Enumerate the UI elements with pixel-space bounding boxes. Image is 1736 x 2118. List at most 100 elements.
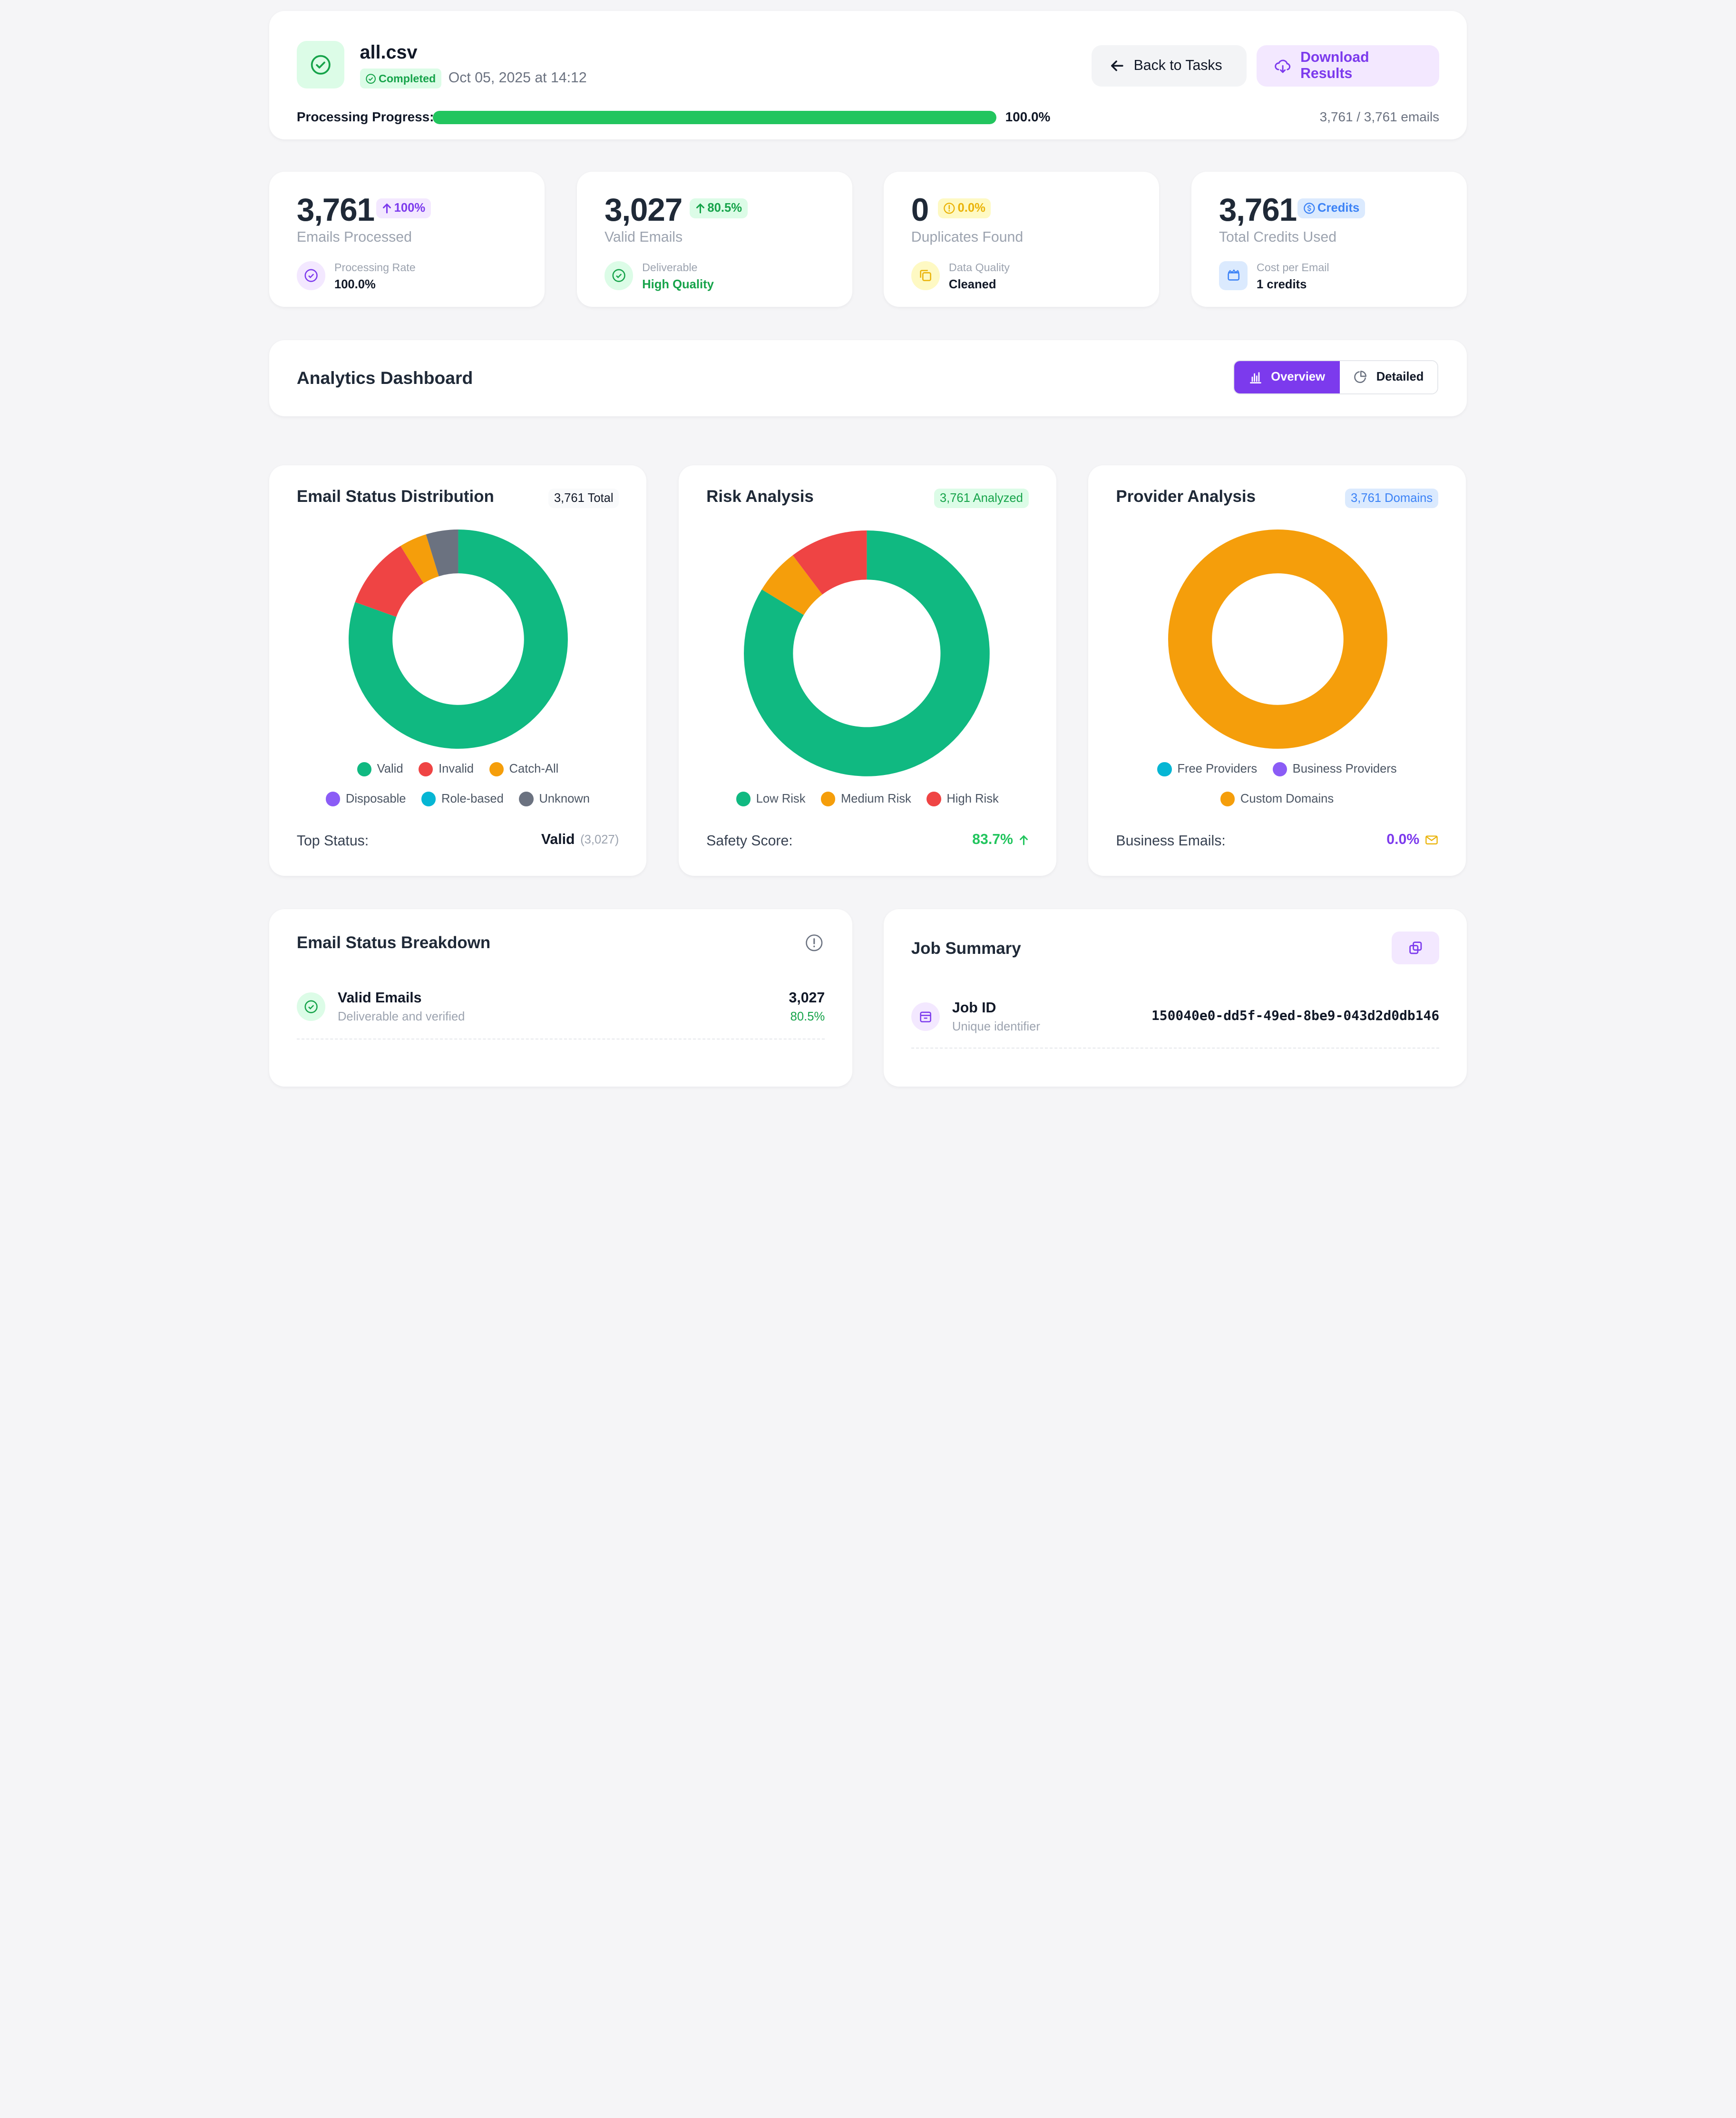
legend-label: Free Providers: [1177, 762, 1258, 776]
download-results-label: Download Results: [1300, 49, 1369, 82]
chart-legend: Free Providers Business Providers: [1088, 762, 1466, 776]
job-row-subtitle: Unique identifier: [952, 1020, 1040, 1033]
donut-slice-custom-domains[interactable]: [1168, 529, 1387, 749]
safety-score-label: Safety Score:: [706, 833, 793, 849]
chart-title: Email Status Distribution: [296, 487, 494, 506]
chart-legend: Custom Domains: [1088, 792, 1466, 806]
legend-item: Custom Domains: [1220, 792, 1334, 806]
view-toggle: Overview Detailed: [1233, 360, 1438, 394]
calendar-icon: [911, 1002, 940, 1031]
breakdown-row-title: Valid Emails: [337, 990, 422, 1006]
copy-icon: [1409, 941, 1422, 954]
top-status-name: Valid: [541, 832, 575, 848]
stat-card-duplicates: 0 0.0% Duplicates Found Data Quality Cle…: [883, 171, 1160, 307]
donut-slice-low-risk[interactable]: [744, 530, 990, 776]
legend-item: Valid: [357, 762, 403, 776]
tab-detailed[interactable]: Detailed: [1339, 361, 1437, 393]
legend-label: Role-based: [441, 792, 504, 805]
tab-overview[interactable]: Overview: [1234, 361, 1340, 393]
legend-swatch: [927, 792, 941, 806]
stat-card-credits: 3,761 Credits Total Credits Used Cost pe…: [1191, 171, 1467, 307]
donut-slice-medium-risk[interactable]: [761, 555, 823, 615]
legend-label: Valid: [377, 762, 403, 776]
provider-chart-card: Provider Analysis 3,761 Domains Free Pro…: [1088, 465, 1466, 876]
file-name: all.csv: [360, 42, 418, 63]
stat-value: 3,761: [1219, 192, 1297, 228]
legend-label: Unknown: [539, 792, 590, 805]
arrow-up-icon: [696, 203, 704, 214]
donut-slice-valid[interactable]: [349, 529, 568, 749]
stat-card-emails-processed: 3,761 100% Emails Processed Processing R…: [269, 171, 545, 307]
check-circle-icon: [296, 261, 326, 290]
status-donut-chart: [349, 529, 568, 749]
stat-sub-value: Cleaned: [948, 278, 996, 292]
legend-swatch: [357, 762, 371, 776]
check-circle-icon: [296, 992, 326, 1021]
stat-value: 3,761: [296, 192, 375, 228]
legend-swatch: [421, 792, 436, 806]
chart-legend: Low Risk Medium Risk High Risk: [679, 792, 1056, 806]
legend-label: Catch-All: [509, 762, 559, 776]
legend-label: Invalid: [439, 762, 474, 776]
section-title: Email Status Breakdown: [296, 933, 491, 952]
chart-legend: Valid Invalid Catch-All: [269, 762, 647, 776]
top-status-count: (3,027): [580, 833, 619, 846]
legend-item: Catch-All: [489, 762, 559, 776]
donut-slice-invalid[interactable]: [355, 546, 424, 617]
stat-value: 0: [911, 192, 929, 228]
chart-legend: Disposable Role-based Unknown: [269, 792, 647, 806]
progress-bar: [433, 110, 996, 124]
stat-badge: Credits: [1297, 198, 1365, 218]
status-badge: Completed: [360, 69, 441, 89]
section-title: Job Summary: [911, 939, 1021, 958]
copy-button[interactable]: [1392, 931, 1440, 965]
dollar-circle-icon: [1303, 202, 1315, 214]
stat-label: Duplicates Found: [911, 229, 1024, 245]
legend-item: Low Risk: [736, 792, 806, 806]
chart-badge: 3,761 Domains: [1345, 488, 1438, 509]
status-breakdown-card: Email Status Breakdown Valid Emails Deli…: [269, 909, 853, 1087]
stat-sub-label: Cost per Email: [1257, 261, 1329, 274]
info-icon[interactable]: [805, 933, 824, 957]
status-badge-label: Completed: [379, 72, 436, 85]
job-id-value: 150040e0-dd5f-49ed-8be9-043d2d0db146: [1151, 1008, 1440, 1024]
stat-badge-label: 100%: [394, 201, 426, 215]
cloud-download-icon: [1275, 59, 1291, 73]
donut-slice-high-risk[interactable]: [792, 530, 867, 595]
legend-label: High Risk: [946, 792, 999, 805]
job-row-title: Job ID: [952, 1000, 996, 1016]
business-emails-label: Business Emails:: [1116, 833, 1226, 849]
risk-donut-chart: [744, 530, 990, 776]
legend-label: Disposable: [345, 792, 406, 805]
stat-badge-label: 0.0%: [957, 201, 985, 215]
donut-slice-catch-all[interactable]: [400, 534, 439, 583]
legend-swatch: [736, 792, 751, 806]
stat-label: Total Credits Used: [1219, 229, 1337, 245]
legend-item: Disposable: [326, 792, 406, 806]
stat-label: Emails Processed: [296, 229, 412, 245]
legend-item: Medium Risk: [821, 792, 911, 806]
job-header-card: all.csv Completed Oct 05, 2025 at 14:12 …: [269, 11, 1467, 140]
analytics-dashboard-title: Analytics Dashboard: [296, 367, 473, 388]
legend-label: Business Providers: [1292, 762, 1397, 776]
legend-label: Custom Domains: [1240, 792, 1334, 805]
progress-bar-fill: [433, 110, 996, 124]
top-status-label: Top Status:: [296, 833, 369, 849]
progress-percent: 100.0%: [1005, 109, 1051, 125]
stat-card-valid-emails: 3,027 80.5% Valid Emails Deliverable Hig…: [576, 171, 853, 307]
legend-swatch: [519, 792, 534, 806]
donut-slice-unknown[interactable]: [426, 529, 458, 576]
risk-chart-card: Risk Analysis 3,761 Analyzed Low Risk Me…: [678, 465, 1056, 876]
back-to-tasks-button[interactable]: Back to Tasks: [1092, 45, 1247, 87]
stat-badge: 0.0%: [937, 198, 991, 218]
legend-swatch: [419, 762, 433, 776]
stat-badge: 100%: [376, 198, 431, 218]
download-results-button[interactable]: Download Results: [1257, 45, 1440, 87]
legend-swatch: [1157, 762, 1172, 776]
legend-swatch: [1272, 762, 1287, 776]
legend-item: High Risk: [927, 792, 999, 806]
progress-count: 3,761 / 3,761 emails: [1319, 109, 1440, 125]
tab-overview-label: Overview: [1271, 370, 1326, 384]
back-to-tasks-label: Back to Tasks: [1133, 58, 1222, 74]
stat-sub-label: Data Quality: [948, 261, 1010, 274]
